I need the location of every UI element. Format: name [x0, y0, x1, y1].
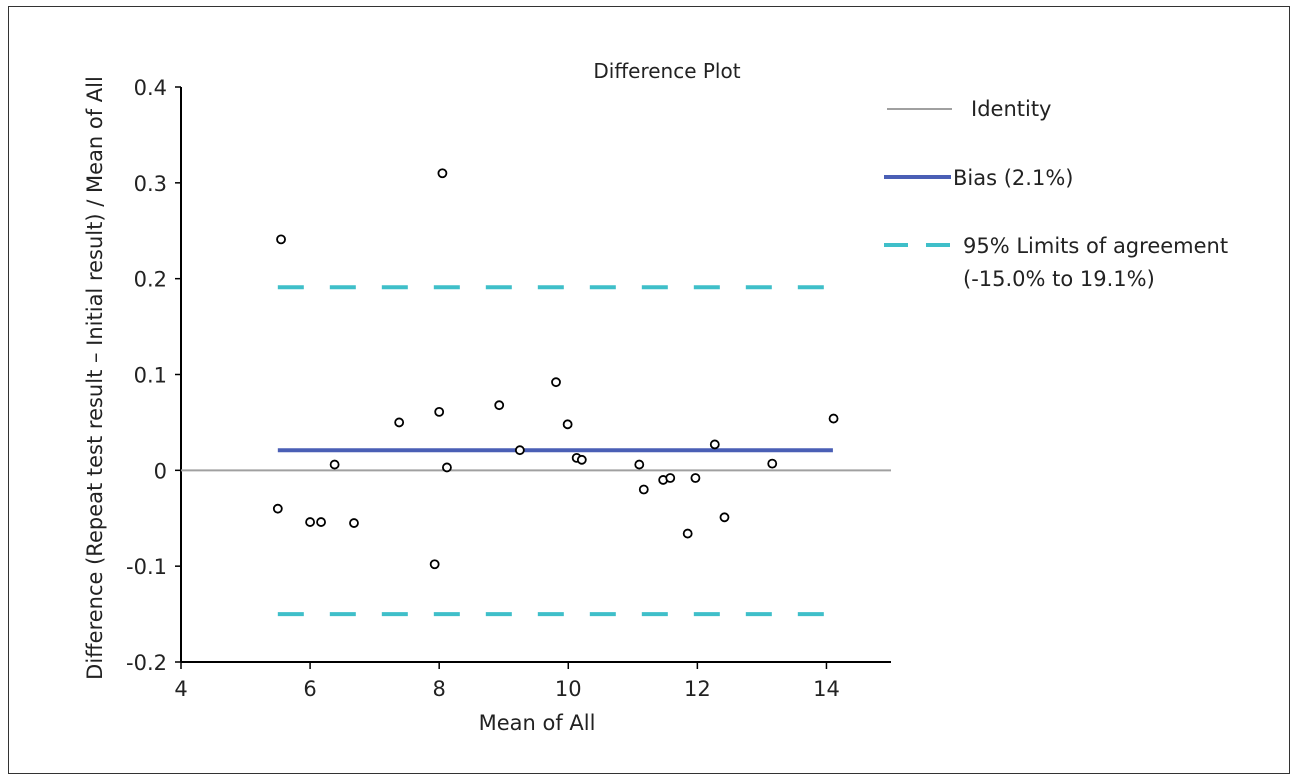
- y-tick-label: 0.4: [134, 76, 167, 100]
- chart-frame: [8, 6, 1290, 774]
- y-tick-label: 0.2: [134, 268, 167, 292]
- data-point: [634, 459, 645, 470]
- y-tick-label: 0.3: [134, 172, 167, 196]
- y-axis-title: Difference (Repeat test result – Initial…: [83, 76, 107, 680]
- data-point: [329, 459, 340, 470]
- legend-limits-label: 95% Limits of agreement: [963, 234, 1228, 258]
- data-point: [394, 417, 405, 428]
- data-points: [272, 168, 839, 570]
- x-tick-label: 12: [684, 677, 711, 701]
- x-tick-label: 14: [813, 677, 840, 701]
- data-point: [638, 484, 649, 495]
- data-point: [682, 528, 693, 539]
- data-point: [828, 413, 839, 424]
- data-point: [276, 234, 286, 245]
- legend-bias-label: Bias (2.1%): [953, 166, 1073, 190]
- legend-identity-label: Identity: [971, 97, 1051, 121]
- legend: Identity Bias (2.1%) 95% Limits of agreeme…: [884, 97, 1228, 291]
- y-tick-label: 0: [154, 459, 167, 483]
- axes: [175, 86, 891, 669]
- data-point: [272, 503, 283, 514]
- data-point: [514, 445, 525, 456]
- chart-title: Difference Plot: [593, 59, 740, 83]
- x-axis-title: Mean of All: [479, 711, 596, 735]
- x-tick-label: 8: [432, 677, 445, 701]
- data-point: [690, 473, 701, 483]
- data-point: [562, 419, 573, 430]
- data-point: [349, 518, 359, 528]
- y-tick-label: -0.1: [126, 555, 167, 579]
- tick-labels: -0.2 -0.1 0 0.1 0.2 0.3 0.4 4 6 8 10 12 14: [126, 76, 840, 701]
- data-point: [429, 559, 440, 570]
- x-tick-label: 4: [174, 677, 187, 701]
- data-point: [576, 454, 587, 465]
- legend-limits-range: (-15.0% to 19.1%): [963, 267, 1155, 291]
- y-tick-label: -0.2: [126, 651, 167, 675]
- data-point: [316, 517, 326, 527]
- data-point: [305, 517, 315, 527]
- data-point: [494, 400, 505, 411]
- data-point: [437, 168, 448, 179]
- data-point: [767, 458, 778, 469]
- data-point: [719, 512, 730, 523]
- y-tick-label: 0.1: [134, 364, 167, 388]
- x-tick-label: 6: [303, 677, 316, 701]
- data-point: [442, 462, 452, 473]
- reference-lines: [181, 285, 891, 617]
- x-tick-label: 10: [555, 677, 582, 701]
- data-point: [665, 473, 676, 483]
- data-point: [434, 406, 445, 417]
- data-point: [551, 377, 561, 388]
- data-point: [709, 439, 720, 450]
